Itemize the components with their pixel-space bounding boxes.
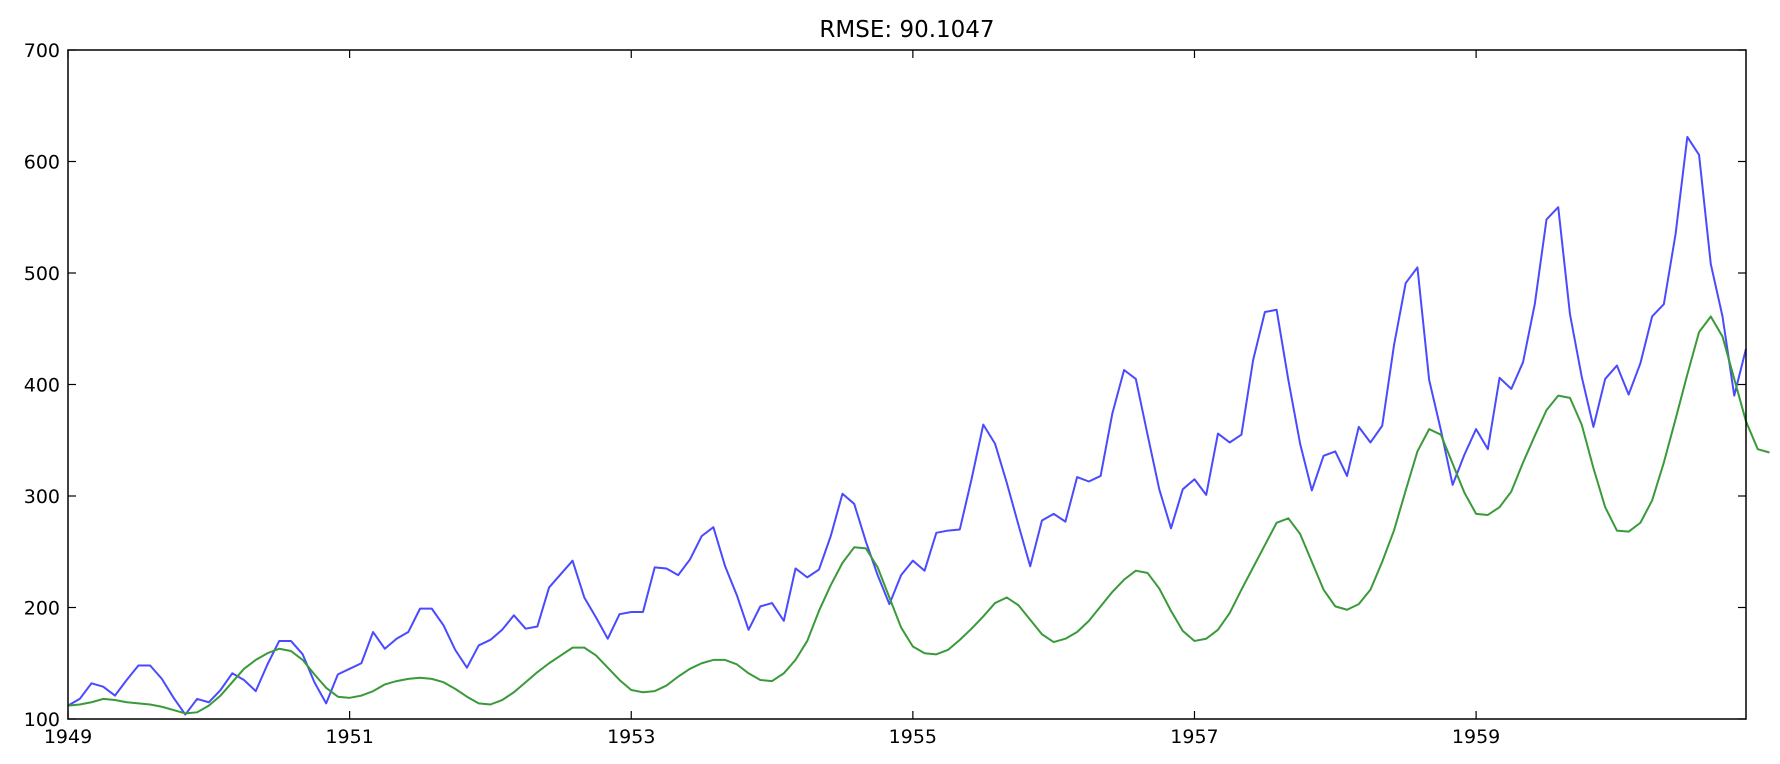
x-tick-label: 1951 [325,726,373,748]
plot-frame [67,49,1747,720]
tick-layer: 100 200 300 400 500 600 700 1949 1951 1953 1955 195… [24,40,1746,748]
y-tick-label: 400 [24,375,60,397]
y-tick-label: 700 [24,40,60,62]
y-tick-label: 300 [24,486,60,508]
x-tick-label: 1949 [44,726,92,748]
y-tick-label: 500 [24,263,60,285]
x-tick-label: 1953 [607,726,655,748]
y-tick-label: 600 [24,152,60,174]
y-tick-label: 100 [24,709,60,731]
series-line-2 [67,315,1770,715]
series-line-1 [67,135,1747,716]
x-tick-label: 1957 [1170,726,1218,748]
x-tick-label: 1955 [889,726,937,748]
chart-title: RMSE: 90.1047 [819,17,994,43]
series-layer [67,135,1770,716]
y-tick-label: 200 [24,598,60,620]
x-tick-label: 1959 [1452,726,1500,748]
